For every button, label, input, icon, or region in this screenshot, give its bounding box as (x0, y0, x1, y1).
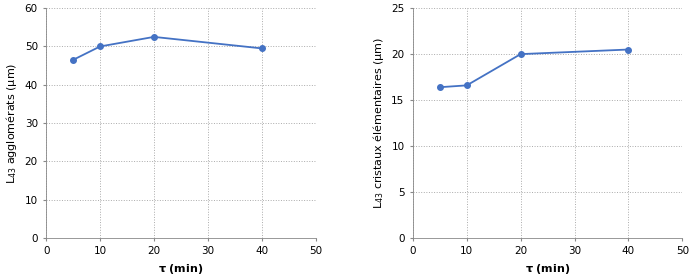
Y-axis label: L$_{43}$ agglomérats (μm): L$_{43}$ agglomérats (μm) (4, 62, 19, 184)
X-axis label: $\mathbf{\tau}$ $\mathbf{(min)}$: $\mathbf{\tau}$ $\mathbf{(min)}$ (525, 262, 570, 276)
X-axis label: $\mathbf{\tau}$ $\mathbf{(min)}$: $\mathbf{\tau}$ $\mathbf{(min)}$ (158, 262, 204, 276)
Y-axis label: L$_{43}$ cristaux élémentaires (μm): L$_{43}$ cristaux élémentaires (μm) (371, 37, 386, 209)
